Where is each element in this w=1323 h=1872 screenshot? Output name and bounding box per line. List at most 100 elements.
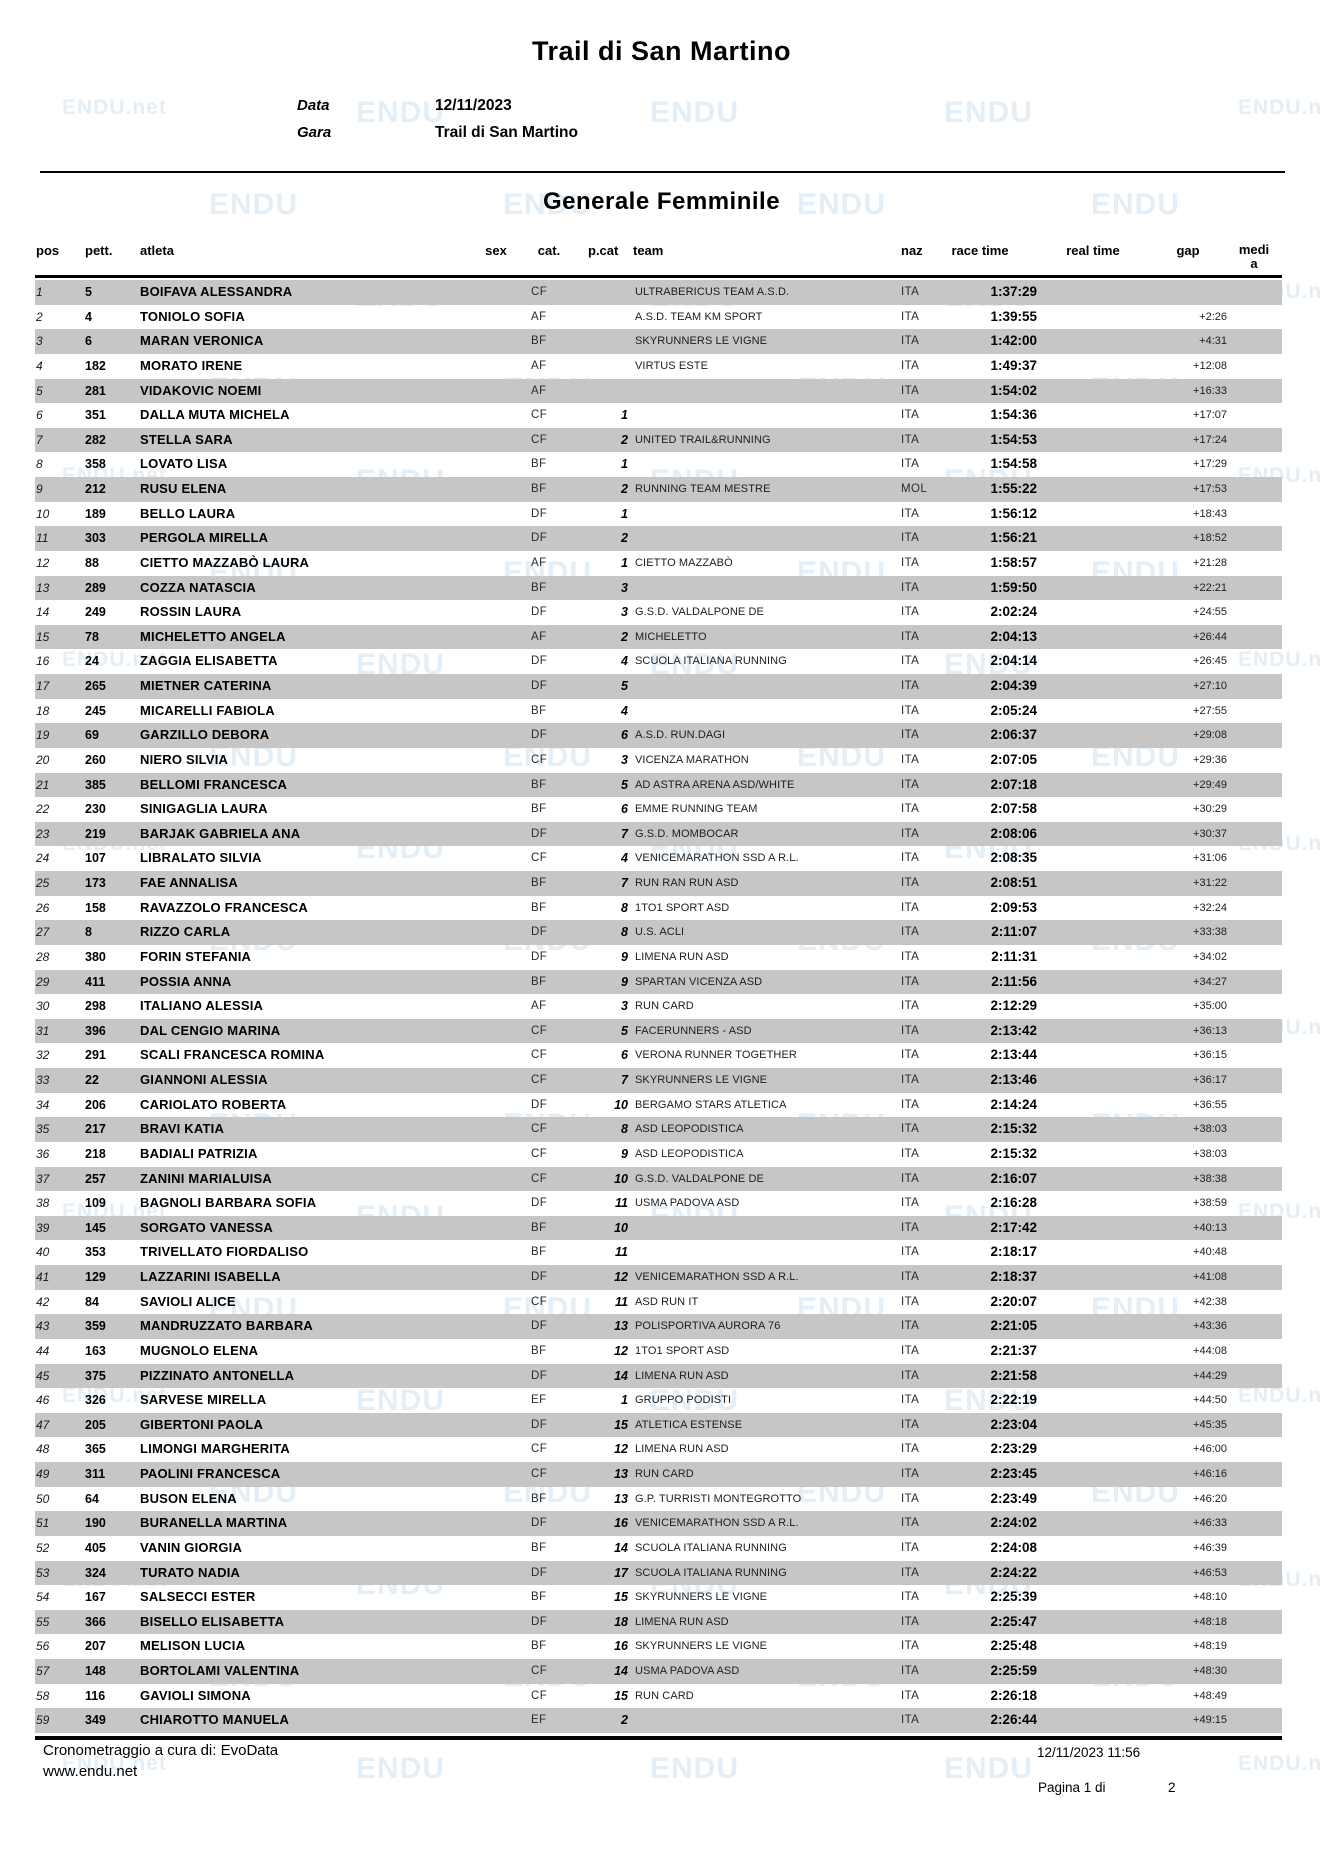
cell-team: G.S.D. VALDALPONE DE	[635, 1172, 764, 1185]
cell-cat-pos: 6	[621, 1048, 628, 1063]
cell-cat-pos: 7	[621, 826, 628, 841]
cell-gap: +31:06	[1193, 852, 1227, 865]
cell-nat: ITA	[901, 1123, 920, 1136]
cell-gap: +46:33	[1193, 1517, 1227, 1530]
table-row: 48 365 LIMONGI MARGHERITA CF 12 LIMENA R…	[35, 1437, 1282, 1462]
cell-bib: 206	[85, 1097, 106, 1112]
cell-category: DF	[531, 1517, 548, 1530]
column-header-category-position: p.cat	[588, 243, 619, 258]
cell-category: BF	[531, 483, 547, 495]
table-row: 17 265 MIETNER CATERINA DF 5 ITA 2:04:39…	[35, 674, 1282, 699]
cell-nat: ITA	[901, 1074, 920, 1086]
cell-pos: 28	[36, 949, 50, 964]
watermark-text: ENDU	[1091, 188, 1181, 221]
cell-pos: 46	[36, 1393, 50, 1408]
cell-gap: +46:39	[1193, 1541, 1227, 1554]
cell-bib: 257	[85, 1171, 106, 1186]
cell-cat-pos: 14	[614, 1368, 628, 1383]
cell-pos: 23	[36, 826, 50, 841]
cell-gap: +26:45	[1193, 655, 1227, 668]
cell-race-time: 2:21:37	[990, 1342, 1037, 1358]
cell-race-time: 1:54:36	[990, 407, 1037, 423]
cell-athlete: BELLOMI FRANCESCA	[140, 776, 288, 792]
cell-pos: 21	[36, 777, 50, 792]
cell-gap: +21:28	[1193, 556, 1227, 569]
cell-race-time: 1:54:02	[990, 382, 1037, 398]
cell-gap: +29:36	[1193, 753, 1227, 766]
cell-race-time: 2:05:24	[990, 702, 1037, 718]
cell-race-time: 2:04:13	[990, 628, 1037, 644]
cell-bib: 265	[85, 679, 106, 693]
cell-cat-pos: 12	[614, 1343, 628, 1358]
watermark-text: ENDU.net	[1238, 1384, 1323, 1407]
cell-athlete: BURANELLA MARTINA	[140, 1515, 288, 1531]
cell-race-time: 2:06:37	[990, 727, 1037, 743]
cell-team: U.S. ACLI	[635, 926, 685, 939]
cell-athlete: STELLA SARA	[140, 431, 233, 447]
cell-gap: +38:03	[1193, 1147, 1227, 1160]
watermark-text: ENDU	[944, 1752, 1034, 1785]
cell-team: RUNNING TEAM MESTRE	[635, 483, 771, 495]
cell-nat: ITA	[901, 409, 920, 422]
table-row: 42 84 SAVIOLI ALICE CF 11 ASD RUN IT ITA…	[35, 1290, 1282, 1315]
table-row: 52 405 VANIN GIORGIA BF 14 SCUOLA ITALIA…	[35, 1536, 1282, 1561]
cell-pos: 22	[36, 802, 50, 817]
cell-gap: +4:31	[1199, 335, 1227, 348]
cell-gap: +48:30	[1193, 1665, 1227, 1677]
cell-cat-pos: 6	[621, 728, 628, 743]
column-header-race-time: race time	[951, 243, 1009, 258]
cell-gap: +16:33	[1193, 384, 1227, 397]
cell-pos: 39	[36, 1220, 50, 1235]
cell-category: AF	[531, 384, 547, 397]
cell-cat-pos: 14	[614, 1540, 628, 1555]
cell-cat-pos: 8	[621, 900, 628, 915]
cell-pos: 5	[36, 383, 43, 398]
cell-cat-pos: 3	[621, 752, 628, 767]
watermark-text: ENDU	[356, 1384, 446, 1417]
cell-category: CF	[531, 1074, 548, 1086]
cell-pos: 15	[36, 629, 50, 644]
cell-category: CF	[531, 1172, 548, 1185]
cell-bib: 353	[85, 1245, 106, 1260]
cell-pos: 43	[36, 1319, 50, 1334]
cell-cat-pos: 9	[621, 1146, 628, 1161]
column-header-sex: sex	[485, 243, 507, 258]
cell-pos: 12	[36, 555, 50, 570]
cell-category: DF	[531, 680, 548, 692]
cell-athlete: RAVAZZOLO FRANCESCA	[140, 899, 308, 915]
cell-pos: 56	[36, 1639, 50, 1654]
cell-race-time: 2:04:14	[990, 653, 1037, 669]
cell-race-time: 2:07:58	[990, 801, 1037, 817]
cell-pos: 32	[36, 1048, 50, 1063]
cell-cat-pos: 5	[621, 1023, 628, 1038]
cell-nat: ITA	[901, 556, 920, 569]
cell-race-time: 1:39:55	[990, 308, 1037, 324]
cell-athlete: PIZZINATO ANTONELLA	[140, 1367, 295, 1383]
cell-bib: 405	[85, 1540, 106, 1555]
cell-pos: 29	[36, 974, 50, 989]
cell-nat: ITA	[901, 975, 920, 988]
cell-cat-pos: 4	[621, 654, 628, 669]
cell-cat-pos: 2	[621, 629, 628, 644]
cell-category: CF	[531, 1024, 548, 1037]
table-row: 59 349 CHIAROTTO MANUELA EF 2 ITA 2:26:4…	[35, 1708, 1282, 1733]
print-datetime: 12/11/2023 11:56	[1037, 1745, 1141, 1760]
cell-bib: 84	[85, 1294, 99, 1309]
table-row: 44 163 MUGNOLO ELENA BF 12 1TO1 SPORT AS…	[35, 1339, 1282, 1364]
watermark-text: ENDU	[944, 1384, 1034, 1417]
cell-cat-pos: 18	[614, 1614, 628, 1629]
cell-athlete: NIERO SILVIA	[140, 751, 229, 767]
cell-athlete: GIBERTONI PAOLA	[140, 1416, 264, 1432]
table-row: 9 212 RUSU ELENA BF 2 RUNNING TEAM MESTR…	[35, 477, 1282, 502]
watermark-text: ENDU	[209, 188, 299, 221]
cell-race-time: 2:21:05	[990, 1318, 1037, 1334]
cell-athlete: GAVIOLI SIMONA	[140, 1687, 251, 1703]
cell-gap: +29:08	[1193, 729, 1227, 742]
cell-pos: 59	[36, 1713, 50, 1728]
cell-bib: 158	[85, 900, 106, 915]
cell-nat: ITA	[901, 1443, 920, 1456]
cell-nat: ITA	[901, 950, 920, 963]
cell-race-time: 2:09:53	[990, 899, 1037, 915]
cell-bib: 351	[85, 408, 106, 423]
